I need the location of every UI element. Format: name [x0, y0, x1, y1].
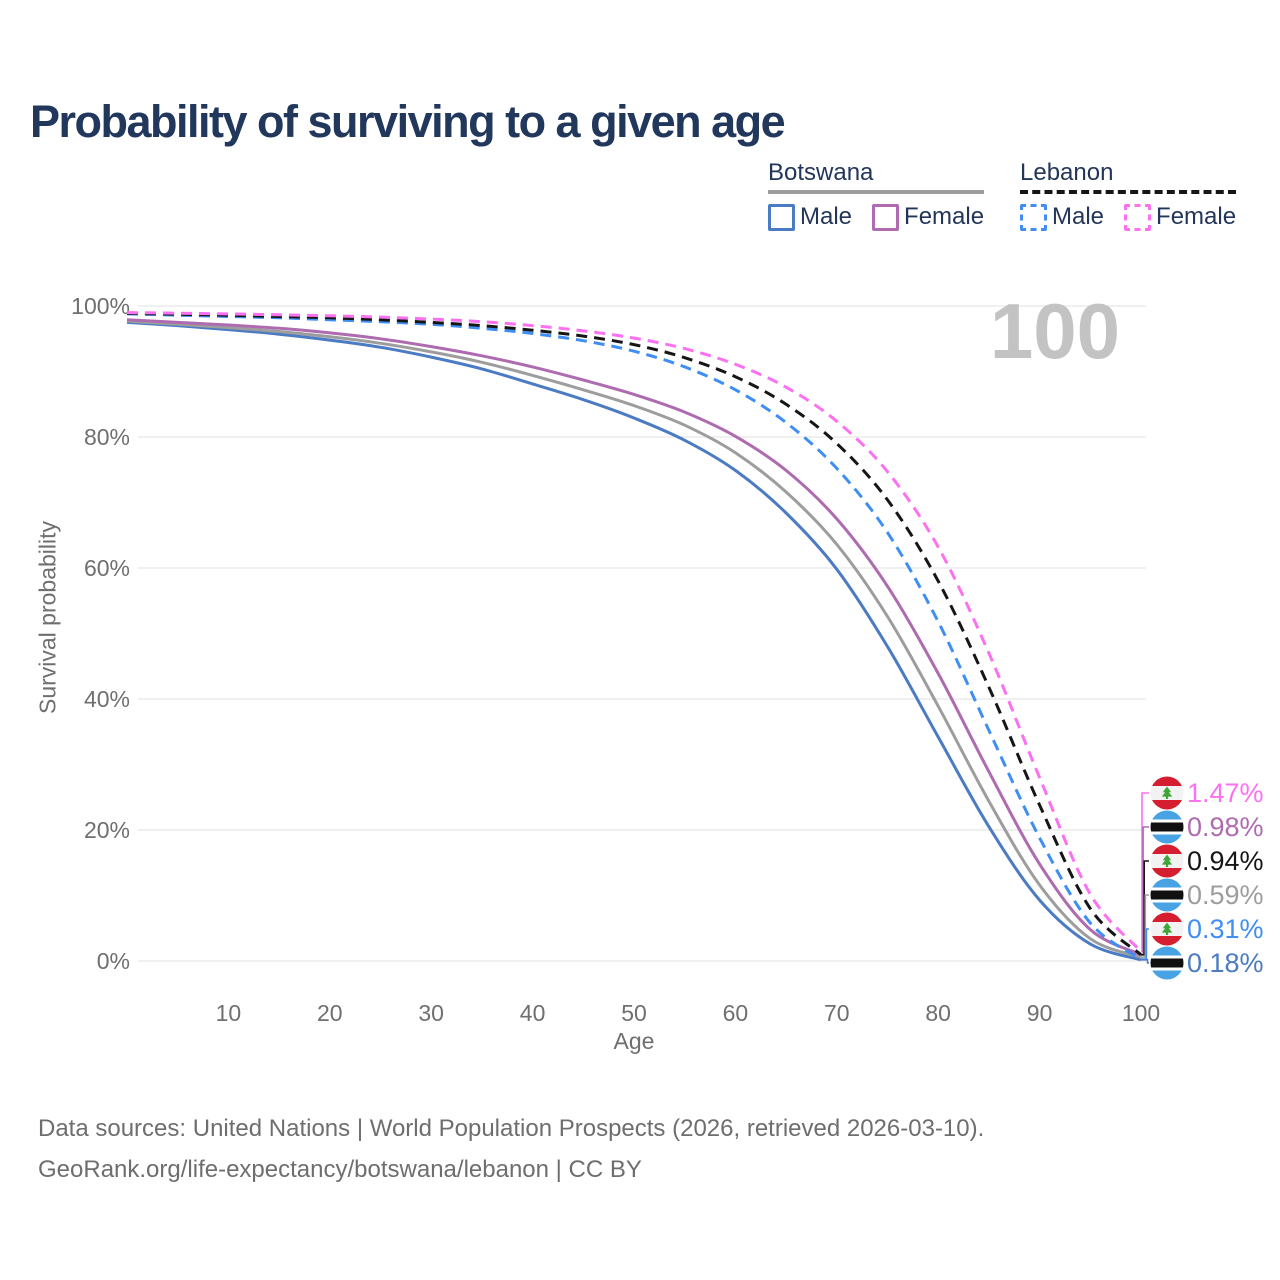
lebanon-flag-icon — [1150, 844, 1184, 878]
x-axis-title: Age — [614, 1028, 655, 1054]
legend-group-botswana: Botswana Male Female — [768, 159, 985, 231]
source-line-1: Data sources: United Nations | World Pop… — [38, 1115, 985, 1142]
y-tick-label: 100% — [71, 293, 130, 319]
series-line-botswana-both[interactable] — [126, 319, 1142, 959]
end-value-label: 0.94% — [1187, 846, 1264, 876]
y-tick-label: 60% — [84, 555, 130, 581]
lebanon-dashed-line-sample — [1020, 190, 1237, 195]
legend-label: Female — [904, 203, 985, 231]
x-tick-label: 20 — [317, 1000, 343, 1026]
leader-line-botswana — [1141, 894, 1149, 958]
legend-heading-lebanon: Lebanon — [1020, 159, 1114, 186]
series-line-lebanon-female[interactable] — [126, 311, 1143, 953]
x-tick-label: 80 — [925, 1000, 951, 1026]
series-line-botswana-female[interactable] — [126, 318, 1142, 956]
end-value-label: 0.98% — [1187, 812, 1264, 842]
legend-label: Male — [1052, 203, 1105, 231]
lebanon-flag-icon — [1150, 912, 1184, 946]
data-sources: Data sources: United Nations | World Pop… — [38, 1108, 984, 1190]
y-tick-label: 40% — [84, 686, 130, 712]
legend-group-lebanon: Lebanon Male Female — [1020, 159, 1237, 231]
series-line-botswana-male[interactable] — [126, 320, 1142, 962]
y-axis-title: Survival probability — [34, 520, 61, 715]
legend-label: Female — [1156, 203, 1237, 231]
legend-item-lebanon-male[interactable]: Male — [1020, 203, 1104, 231]
source-line-2: GeoRank.org/life-expectancy/botswana/leb… — [38, 1156, 642, 1183]
series-lines — [126, 311, 1143, 962]
end-value-label: 0.18% — [1187, 948, 1264, 978]
legend-item-lebanon-female[interactable]: Female — [1124, 203, 1236, 231]
x-tick-label: 50 — [621, 1000, 647, 1026]
y-tick-label: 20% — [84, 817, 130, 843]
lebanon-male-line-swatch[interactable] — [1020, 203, 1047, 231]
series-line-lebanon-both[interactable] — [126, 311, 1143, 956]
x-axis-tick-labels: 10 20 30 40 50 60 70 80 90 100 — [216, 1000, 1161, 1026]
y-tick-label: 0% — [97, 948, 130, 974]
y-axis-tick-labels: 100% 80% 60% 40% 20% 0% — [71, 293, 130, 974]
y-tick-label: 80% — [84, 424, 130, 450]
legend-heading-botswana: Botswana — [768, 159, 874, 186]
x-tick-label: 10 — [216, 1000, 242, 1026]
end-value-label: 0.59% — [1187, 880, 1264, 910]
botswana-flag-icon — [1150, 878, 1184, 912]
legend-label: Male — [800, 203, 853, 231]
leader-line-lebanon — [1141, 860, 1149, 956]
series-line-lebanon-male[interactable] — [126, 312, 1142, 961]
x-tick-label: 60 — [723, 1000, 749, 1026]
x-tick-label: 90 — [1027, 1000, 1053, 1026]
page-title: Probability of surviving to a given age — [30, 96, 786, 147]
end-value-label: 1.47% — [1187, 778, 1264, 808]
lebanon-female-line-swatch[interactable] — [1124, 203, 1152, 231]
leader-line-lebanon — [1141, 792, 1149, 953]
leader-lines — [1141, 792, 1149, 964]
botswana-flag-icon — [1150, 810, 1184, 844]
end-value-label: 0.31% — [1187, 914, 1264, 944]
botswana-flag-icon — [1150, 946, 1184, 980]
botswana-male-line-swatch[interactable] — [768, 203, 795, 231]
gridlines — [138, 305, 1146, 962]
age-counter-watermark: 100 — [989, 287, 1120, 375]
x-tick-label: 40 — [520, 1000, 546, 1026]
x-tick-label: 70 — [824, 1000, 850, 1026]
botswana-solid-line-sample — [768, 190, 985, 195]
botswana-female-line-swatch[interactable] — [872, 203, 900, 231]
lebanon-flag-icon — [1150, 776, 1184, 810]
x-tick-label: 100 — [1122, 1000, 1160, 1026]
legend-item-botswana-female[interactable]: Female — [872, 203, 984, 231]
leader-line-botswana — [1141, 959, 1149, 964]
legend-item-botswana-male[interactable]: Male — [768, 203, 852, 231]
x-tick-label: 30 — [418, 1000, 444, 1026]
end-labels: 1.47% 0.98% 0.94% 0.59% 0.31% 0.18% — [1150, 776, 1264, 980]
